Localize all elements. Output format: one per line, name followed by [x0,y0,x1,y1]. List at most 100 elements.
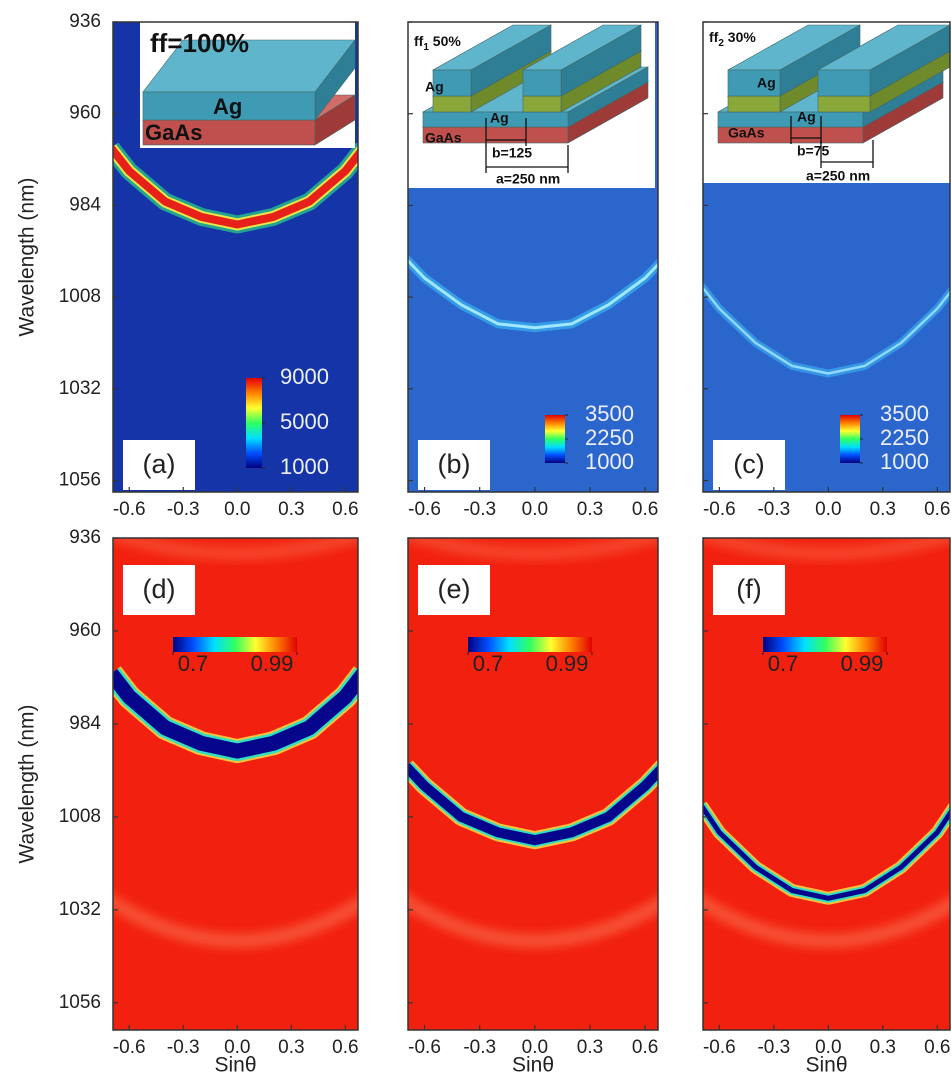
x-tick-label: 0.3 [278,499,304,520]
colorbar-tick-label: 0.99 [841,651,884,676]
x-axis-title: Sinθ [214,1054,256,1077]
x-tick-label: 0.0 [522,499,548,520]
inset-title-part: ff=100% [150,28,249,58]
panel: (d) 0.7 0.99 936 960 984 1008 1032 1056 -0.6 -0.3 0… [16,527,359,1077]
x-tick-label: -0.3 [757,1037,790,1058]
colorbar [763,637,887,652]
x-tick-label: 0.6 [332,1037,358,1058]
x-tick-label: 0.6 [632,499,658,520]
x-tick-label: -0.3 [757,499,790,520]
y-tick-label: 1032 [59,899,101,920]
colorbar [173,637,297,652]
colorbar-tick-label: 9000 [280,364,329,389]
x-tick-label: 0.0 [815,499,841,520]
x-tick-label: 0.3 [278,1037,304,1058]
x-tick-label: 0.0 [224,1037,250,1058]
curve [408,763,658,846]
layer-front [432,69,472,97]
heatmap-background [113,538,358,1030]
inset-label: Ag [797,109,816,125]
plot-area: ff2 30% Ag Ag GaAs b=75 a=250 nm [703,22,950,492]
y-tick-label: 984 [69,194,101,215]
inset-title-part: ff [709,29,719,45]
layer-front [432,95,472,113]
colorbar-tick-label: 3500 [585,401,634,426]
plot-area [408,538,658,1030]
colorbar-tick-label: 1000 [280,454,329,479]
x-tick-label: -0.3 [463,499,496,520]
colorbar [246,378,262,468]
panel-label-box [418,565,490,615]
inset-structure [141,39,357,146]
faint-mode [703,538,950,561]
heatmap-background [703,538,950,1030]
y-axis-title: Wavelength (nm) [16,704,39,863]
panel-frame [702,21,951,493]
x-axis-title: Sinθ [805,1054,847,1077]
x-tick-label: 0.6 [632,1037,658,1058]
inset-label: Ag [757,75,776,91]
x-tick-label: 0.3 [577,1037,603,1058]
colorbar [468,637,592,652]
faint-mode [408,538,658,561]
y-axis-title: Wavelength (nm) [16,177,39,336]
x-tick-label: -0.6 [113,1037,146,1058]
x-tick-label: -0.6 [703,499,736,520]
panel-label: (f) [736,574,761,604]
panel-frame [702,537,951,1031]
inset-title-part: 1 [423,42,429,53]
panel: ff=100% Ag GaAs (a) 9000 5000 1000 936 960 984 100… [16,11,359,520]
inset-title-part: 30% [724,29,756,45]
x-tick-label: 0.6 [924,499,950,520]
inset-title: ff2 30% [709,29,756,49]
y-tick-label: 936 [69,527,101,548]
layer-front [817,69,871,97]
inset-label: Ag [490,110,509,126]
panel-label-box [713,565,785,615]
curve [703,803,950,901]
inset-label: GaAs [425,130,462,146]
colorbar-tick-label: 0.99 [251,651,294,676]
x-tick-label: -0.3 [463,1037,496,1058]
curve [113,145,358,229]
layer-front [727,69,781,97]
curve [408,258,658,330]
inset-label: a=250 nm [806,168,870,184]
panel: (e) 0.7 0.99 -0.6 -0.3 0.0 0.3 0.6 Sinθ [407,537,659,1077]
colorbar [545,415,565,463]
colorbar-tick-label: 1000 [585,449,634,474]
x-tick-label: 0.3 [577,499,603,520]
panel-label: (c) [733,449,764,479]
colorbar-tick-label: 0.99 [546,651,589,676]
inset-label: Ag [425,79,444,95]
panel: ff2 30% Ag Ag GaAs b=75 a=250 nm (c) 3500225010… [702,21,951,520]
curve [703,285,950,375]
x-tick-label: -0.3 [167,1037,200,1058]
y-tick-label: 1008 [59,806,101,827]
panel-label-box [123,440,195,490]
panel-label: (a) [143,449,176,479]
x-axis-title: Sinθ [512,1054,554,1077]
heatmap-background [408,538,658,1030]
plot-area [113,538,358,1030]
panel-label-box [418,440,490,490]
y-tick-label: 1056 [59,992,101,1013]
panel-label-box [713,440,785,490]
layer-front [142,91,316,121]
x-tick-label: -0.6 [408,1037,441,1058]
panel-frame [407,21,659,493]
panel-label: (b) [438,449,471,479]
x-tick-label: 0.3 [870,499,896,520]
panel-label-box [123,565,195,615]
x-tick-label: 0.0 [224,499,250,520]
y-tick-label: 936 [69,11,101,32]
layer-front [727,95,781,113]
colorbar-tick-label: 1000 [880,449,929,474]
inset-structure [421,24,650,173]
x-tick-label: 0.6 [332,499,358,520]
curve [113,669,358,759]
inset-title: ff1 50% [414,33,461,53]
inset-label: a=250 nm [496,171,560,187]
y-tick-label: 960 [69,103,101,124]
colorbar-tick-label: 2250 [585,425,634,450]
